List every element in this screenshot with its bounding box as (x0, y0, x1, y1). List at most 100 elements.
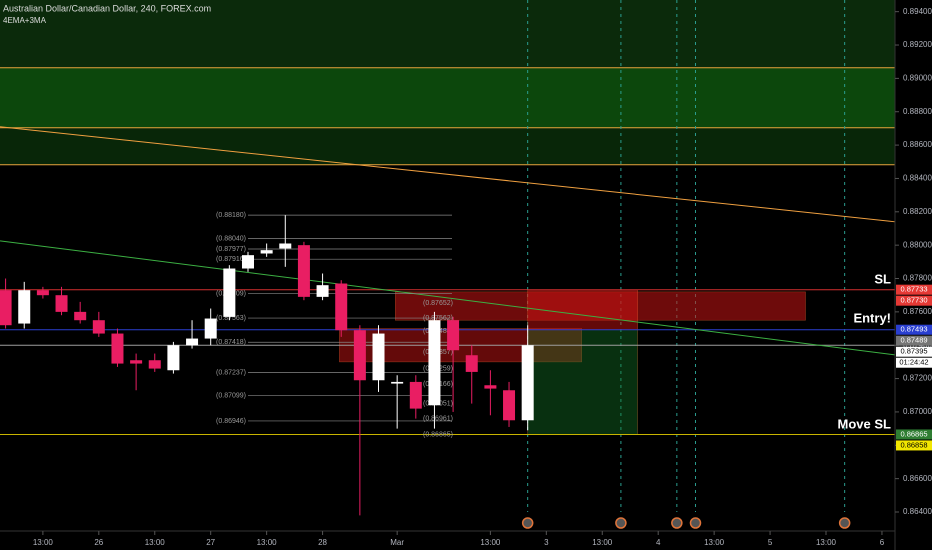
candle-body (260, 250, 273, 254)
price-label-box (896, 324, 932, 335)
event-icon (671, 517, 683, 529)
x-tick-label: 4 (656, 538, 661, 547)
candle-body (204, 318, 217, 339)
price-label: 01:24:42 (899, 358, 928, 367)
box (527, 329, 638, 435)
annotation: SL (874, 271, 891, 286)
price-label: 0.87395 (900, 347, 927, 356)
candle-body (391, 381, 404, 384)
price-label-box (896, 335, 932, 346)
candle-body (186, 338, 199, 346)
fib-label: (0.87916) (216, 256, 246, 263)
candle-body (484, 385, 497, 389)
price-label: 0.86865 (900, 429, 927, 438)
candle-body (279, 243, 292, 249)
candle-body (297, 245, 310, 297)
price-label-box (896, 284, 932, 295)
price-label-box (896, 440, 932, 451)
candle-body (503, 390, 516, 421)
x-tick-label: 26 (94, 538, 103, 547)
y-tick-label: 0.87600 (903, 307, 932, 316)
event-icon (689, 517, 702, 529)
x-tick-label: 13:00 (704, 538, 725, 547)
x-tick-label: 3 (544, 538, 549, 547)
candle-body (167, 345, 180, 371)
x-tick-label: 13:00 (257, 538, 278, 547)
fib-label: (0.87237) (216, 369, 246, 376)
x-tick-label: 27 (206, 538, 215, 547)
fib-label: (0.88040) (216, 235, 246, 242)
event-icon (615, 517, 627, 529)
candle-body (55, 295, 68, 312)
candle-body (521, 345, 534, 421)
y-tick-label: 0.86600 (903, 474, 932, 483)
fib-label: (0.87418) (216, 339, 246, 346)
candle-body (372, 333, 385, 381)
candle-body (223, 268, 236, 317)
event-icon (521, 517, 534, 529)
candle-body (241, 255, 254, 269)
x-tick-label: 13:00 (816, 538, 837, 547)
fib-label: (0.86961) (423, 415, 453, 422)
x-tick-label: 13:00 (33, 538, 54, 547)
y-tick-label: 0.89000 (903, 73, 932, 82)
fib-label: (0.88180) (216, 212, 246, 219)
zone (0, 127, 895, 165)
candle-body (465, 355, 478, 372)
candle-body (148, 360, 161, 369)
x-tick-label: 13:00 (145, 538, 166, 547)
x-tick-label: 5 (768, 538, 773, 547)
price-label: 0.86858 (900, 440, 927, 449)
annotation: Move SL (838, 416, 892, 431)
trend-line (0, 126, 896, 223)
plot-area: (0.88180) (0.88040) (0.87977) (0.87916) (0.8… (0, 0, 896, 516)
box (395, 291, 806, 321)
candle-body (111, 333, 124, 364)
y-tick-label: 0.89400 (903, 7, 932, 16)
fib-label: (0.86865) (423, 431, 453, 438)
event-icon (838, 517, 851, 529)
fib-label: (0.87977) (216, 246, 246, 253)
y-tick-label: 0.89200 (903, 40, 932, 49)
candle-body (92, 320, 105, 334)
candle-body (74, 311, 87, 321)
zone (0, 0, 895, 68)
candle-body (130, 360, 143, 364)
y-tick-label: 0.88800 (903, 107, 932, 116)
price-label: 0.87493 (900, 325, 927, 334)
x-tick-label: 28 (318, 538, 327, 547)
price-label: 0.87730 (900, 296, 927, 305)
price-label-box (896, 429, 932, 440)
candle-body (36, 290, 49, 296)
fib-label: (0.87652) (423, 300, 453, 307)
fib-label: (0.87563) (216, 315, 246, 322)
y-tick-label: 0.87800 (903, 274, 932, 283)
fib-label: (0.87562) (423, 315, 453, 322)
price-label: 0.87489 (900, 336, 927, 345)
candle-body (353, 330, 366, 381)
price-label-box (896, 346, 932, 357)
candle-body (447, 320, 460, 351)
candle-body (335, 283, 348, 331)
x-tick-label: 6 (880, 538, 885, 547)
zone (0, 67, 895, 128)
x-tick-label: Mar (390, 538, 404, 547)
fib-label: (0.87099) (216, 392, 246, 399)
candle-body (428, 320, 441, 406)
candle-body (18, 290, 31, 324)
price-label-box (896, 295, 932, 306)
candle-body (409, 381, 422, 409)
y-tick-label: 0.88200 (903, 207, 932, 216)
chart-title: Australian Dollar/Canadian Dollar, 240, … (3, 3, 211, 13)
fib-label: (0.86946) (216, 418, 246, 425)
x-tick-label: 13:00 (480, 538, 501, 547)
y-tick-label: 0.87200 (903, 374, 932, 383)
trend-line (0, 240, 896, 356)
candle-body (316, 285, 329, 297)
y-tick-label: 0.86400 (903, 507, 932, 516)
x-tick-label: 13:00 (592, 538, 613, 547)
indicator-name: 4EMA+3MA (3, 16, 47, 25)
candle-body (0, 290, 12, 326)
price-label-box (896, 357, 932, 368)
y-tick-label: 0.87000 (903, 407, 932, 416)
